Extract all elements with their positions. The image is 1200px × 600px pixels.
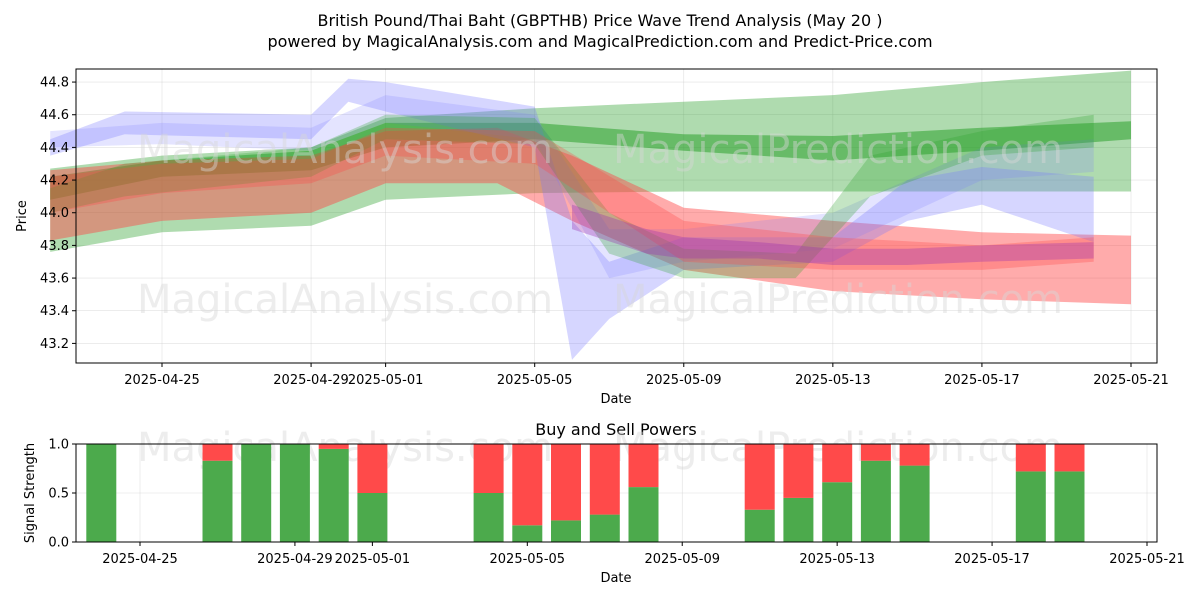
signal-x-tick-label: 2025-05-17 [954, 552, 1030, 567]
sell-power-bar [783, 444, 814, 498]
signal-x-tick-label: 2025-04-29 [257, 552, 333, 567]
price-y-ticks: 43.2 43.4 43.6 43.8 44.0 44.2 44.4 44.6 44.8 [40, 76, 76, 352]
sell-power-bar [551, 444, 581, 521]
sell-power-bar [202, 444, 233, 461]
price-y-tick-label: 44.2 [40, 174, 69, 189]
price-band-blue [50, 78, 1094, 360]
price-y-tick-label: 44.0 [40, 206, 69, 221]
buy-power-bar [589, 514, 620, 542]
buy-power-bar [512, 525, 543, 542]
sell-power-bar [1015, 444, 1046, 472]
sell-power-bar [744, 444, 775, 510]
price-band-green [50, 70, 1132, 252]
sell-power-bar [357, 444, 388, 493]
price-x-tick-label: 2025-05-05 [497, 373, 573, 388]
buy-power-bar [473, 493, 504, 542]
buy-power-bar [628, 487, 659, 542]
watermark-analysis-top: MagicalAnalysis.com [137, 127, 553, 173]
signal-y-tick-label: 0.0 [48, 536, 69, 551]
sell-power-bar [860, 444, 891, 461]
price-x-tick-label: 2025-05-01 [348, 373, 424, 388]
price-y-tick-label: 44.4 [40, 141, 69, 156]
buy-power-bar [241, 444, 272, 542]
price-x-tick-label: 2025-05-13 [795, 373, 871, 388]
buy-power-bar [202, 460, 233, 542]
price-y-tick-label: 43.6 [40, 272, 69, 287]
price-y-tick-label: 43.2 [40, 337, 69, 352]
price-x-tick-label: 2025-05-09 [646, 373, 722, 388]
buy-power-bar [860, 460, 891, 542]
price-band-green [50, 114, 1094, 279]
sell-power-bar [628, 444, 659, 488]
price-y-axis-label: Price [15, 200, 30, 232]
price-band-red [50, 127, 1132, 305]
buy-power-bar [783, 497, 814, 542]
sell-power-bar [473, 444, 504, 493]
signal-bars [86, 444, 1085, 542]
buy-power-bar [551, 520, 581, 542]
price-band-green [50, 121, 1132, 200]
sell-power-bar [1054, 444, 1085, 472]
signal-panel: Buy and Sell Powers MagicalAnalysis.com … [23, 420, 1185, 586]
buy-power-bar [744, 509, 775, 542]
signal-x-axis-label: Date [600, 571, 631, 586]
buy-power-bar [86, 444, 117, 542]
signal-y-axis-label: Signal Strength [23, 443, 38, 543]
price-plot-frame [75, 68, 1158, 364]
signal-x-ticks: 2025-04-25 2025-04-29 2025-05-01 2025-05-05… [102, 542, 1185, 567]
watermark-analysis-bottom: MagicalAnalysis.com [137, 277, 553, 323]
signal-x-tick-label: 2025-05-05 [490, 552, 566, 567]
buy-power-bar [318, 448, 349, 542]
sell-power-bar [512, 444, 543, 526]
price-x-tick-label: 2025-04-25 [124, 373, 200, 388]
price-x-tick-label: 2025-04-29 [273, 373, 349, 388]
chart-title: British Pound/Thai Baht (GBPTHB) Price W… [318, 11, 883, 30]
watermark-prediction-bottom: MagicalPrediction.com [613, 277, 1063, 323]
price-x-axis-label: Date [600, 392, 631, 407]
price-bands [50, 70, 1132, 360]
signal-x-tick-label: 2025-05-13 [799, 552, 875, 567]
buy-power-bar [899, 465, 930, 542]
buy-power-bar [822, 482, 853, 542]
buy-power-bar [1015, 471, 1046, 542]
price-y-tick-label: 43.8 [40, 239, 69, 254]
price-band-purple [572, 204, 1094, 265]
price-grid [76, 69, 1157, 363]
buy-power-bar [279, 444, 310, 542]
price-panel: MagicalAnalysis.com MagicalPrediction.co… [15, 68, 1169, 407]
buy-power-bar [357, 493, 388, 542]
price-x-tick-label: 2025-05-17 [944, 373, 1020, 388]
price-band-red [50, 127, 1094, 270]
watermark-prediction-top: MagicalPrediction.com [613, 127, 1063, 173]
sell-power-bar [899, 444, 930, 466]
price-y-tick-label: 44.8 [40, 76, 69, 91]
sell-power-bar [589, 444, 620, 515]
signal-x-tick-label: 2025-04-25 [102, 552, 178, 567]
signal-panel-title: Buy and Sell Powers [535, 420, 697, 439]
buy-power-bar [1054, 471, 1085, 542]
sell-power-bar [822, 444, 853, 483]
signal-y-ticks: 0.0 0.5 1.0 [48, 438, 76, 551]
price-x-tick-label: 2025-05-21 [1093, 373, 1169, 388]
signal-x-tick-label: 2025-05-21 [1109, 552, 1185, 567]
price-y-tick-label: 43.4 [40, 304, 69, 319]
signal-x-tick-label: 2025-05-01 [335, 552, 411, 567]
sell-power-bar [318, 444, 349, 449]
price-band-blue [50, 95, 1094, 279]
price-y-tick-label: 44.6 [40, 108, 69, 123]
signal-y-tick-label: 1.0 [48, 438, 69, 453]
signal-y-tick-label: 0.5 [48, 487, 69, 502]
signal-x-tick-label: 2025-05-09 [644, 552, 720, 567]
chart-subtitle: powered by MagicalAnalysis.com and Magic… [267, 32, 932, 51]
